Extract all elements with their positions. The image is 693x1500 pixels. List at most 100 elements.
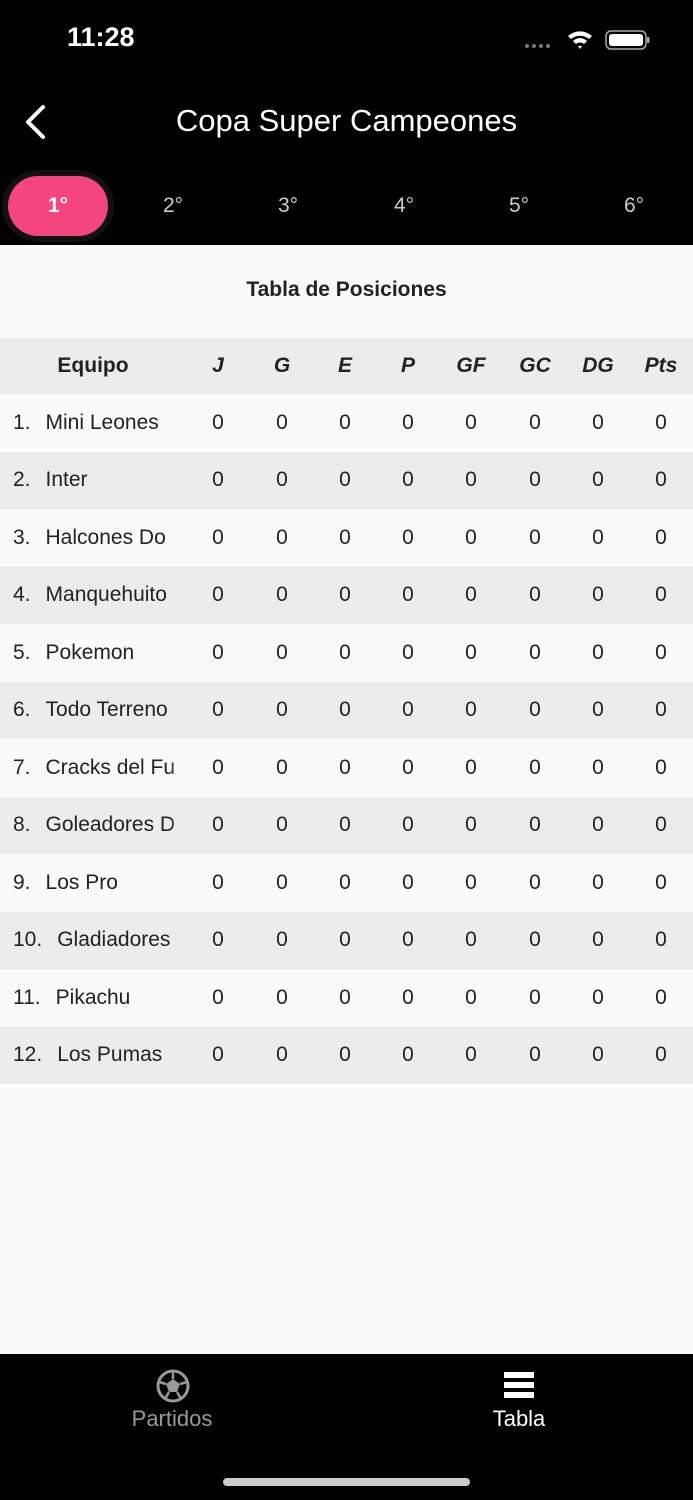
stat-cell: 0 (339, 410, 351, 434)
status-time: 11:28 (67, 22, 135, 52)
stat-cell: 0 (529, 928, 541, 952)
stat-cell: 0 (339, 755, 351, 779)
stat-cell: 0 (402, 698, 414, 722)
stat-cell: 0 (276, 1043, 288, 1067)
rank: 5. (13, 640, 31, 664)
stat-cell: 0 (655, 870, 667, 894)
stat-cell: 0 (465, 698, 477, 722)
stat-cell: 0 (276, 525, 288, 549)
team-name: Manquehuito (45, 583, 167, 607)
stat-cell: 0 (655, 698, 667, 722)
rank: 9. (13, 870, 31, 894)
table-title: Tabla de Posiciones (246, 278, 447, 301)
stat-cell: 0 (529, 755, 541, 779)
team-name: Los Pro (45, 870, 118, 894)
stat-cell: 0 (402, 468, 414, 492)
rank: 12. (13, 1043, 43, 1067)
stat-cell: 0 (655, 525, 667, 549)
stat-cell: 0 (339, 698, 351, 722)
stat-cell: 0 (339, 813, 351, 837)
table-row: 3. Halcones Do 0 0 0 0 0 0 0 0 (0, 509, 693, 567)
stat-cell: 0 (592, 870, 604, 894)
stat-cell: 0 (402, 755, 414, 779)
back-button[interactable] (20, 104, 50, 140)
table-row: 2. Inter 0 0 0 0 0 0 0 0 (0, 451, 693, 510)
stat-cell: 0 (592, 525, 604, 549)
stat-cell: 0 (592, 1043, 604, 1067)
phase-tab[interactable]: 3° (277, 194, 299, 217)
stat-cell: 0 (339, 640, 351, 664)
stat-cell: 0 (276, 755, 288, 779)
phase-tab[interactable]: 4° (393, 194, 415, 217)
team-cell: 12. Los Pumas (0, 1027, 188, 1085)
table-row: 6. Todo Terreno 0 0 0 0 0 0 0 0 (0, 681, 693, 739)
team-name: Goleadores D (45, 813, 176, 837)
stat-cell: 0 (276, 640, 288, 664)
table-row: 9. Los Pro 0 0 0 0 0 0 0 0 (0, 854, 693, 912)
stat-cell: 0 (529, 410, 541, 434)
stat-cell: 0 (402, 640, 414, 664)
stat-cell: 0 (276, 468, 288, 492)
stat-cell: 0 (212, 410, 224, 434)
stat-cell: 0 (212, 468, 224, 492)
stat-cell: 0 (592, 583, 604, 607)
team-cell: 2. Inter (0, 452, 188, 510)
team-cell: 11. Pikachu (0, 969, 188, 1027)
stat-cell: 0 (339, 583, 351, 607)
stat-cell: 0 (465, 870, 477, 894)
team-name: Cracks del Fu (45, 755, 176, 779)
stat-cell: 0 (465, 525, 477, 549)
stat-cell: 0 (529, 870, 541, 894)
header-row: Equipo J G E P GF GC DG Pts (0, 338, 693, 394)
stat-cell: 0 (529, 813, 541, 837)
team-name: Inter (45, 468, 88, 492)
table-row: 7. Cracks del Fu 0 0 0 0 0 0 0 0 (0, 739, 693, 797)
stat-cell: 0 (339, 870, 351, 894)
team-name: Pokemon (45, 640, 135, 664)
stat-cell: 0 (655, 928, 667, 952)
stat-cell: 0 (276, 985, 288, 1009)
column-header: P (400, 354, 415, 377)
phase-tab[interactable]: 5° (508, 194, 530, 217)
stat-cell: 0 (212, 640, 224, 664)
stat-cell: 0 (339, 525, 351, 549)
stat-cell: 0 (592, 640, 604, 664)
phase-tab[interactable]: 1° (8, 176, 108, 236)
team-cell: 7. Cracks del Fu (0, 739, 188, 797)
team-name: Pikachu (55, 985, 131, 1009)
stat-cell: 0 (465, 1043, 477, 1067)
phase-tab[interactable]: 6° (623, 194, 645, 217)
team-name: Los Pumas (57, 1043, 163, 1067)
stat-cell: 0 (212, 870, 224, 894)
team-name: Todo Terreno (45, 698, 168, 722)
nav-item[interactable]: Tabla (492, 1406, 546, 1431)
phase-tab[interactable]: 2° (162, 194, 184, 217)
stat-cell: 0 (339, 1043, 351, 1067)
stat-cell: 0 (655, 1043, 667, 1067)
stat-cell: 0 (339, 928, 351, 952)
stat-cell: 0 (402, 410, 414, 434)
stat-cell: 0 (529, 525, 541, 549)
stat-cell: 0 (212, 755, 224, 779)
stat-cell: 0 (592, 813, 604, 837)
stat-cell: 0 (212, 985, 224, 1009)
nav-item[interactable]: Partidos (131, 1406, 213, 1431)
stat-cell: 0 (402, 1043, 414, 1067)
table-row: 8. Goleadores D 0 0 0 0 0 0 0 0 (0, 796, 693, 854)
stat-cell: 0 (402, 985, 414, 1009)
stat-cell: 0 (529, 1043, 541, 1067)
column-header: GF (456, 354, 486, 377)
rank: 4. (13, 583, 31, 607)
stat-cell: 0 (592, 928, 604, 952)
stat-cell: 0 (465, 410, 477, 434)
rank: 8. (13, 813, 31, 837)
stat-cell: 0 (212, 525, 224, 549)
screen-title: Copa Super Campeones (175, 103, 518, 138)
stat-cell: 0 (529, 583, 541, 607)
stat-cell: 0 (465, 755, 477, 779)
team-cell: 1. Mini Leones (0, 394, 188, 452)
status-icons (525, 30, 650, 50)
rank: 7. (13, 755, 31, 779)
table-row: 11. Pikachu 0 0 0 0 0 0 0 0 (0, 969, 693, 1027)
